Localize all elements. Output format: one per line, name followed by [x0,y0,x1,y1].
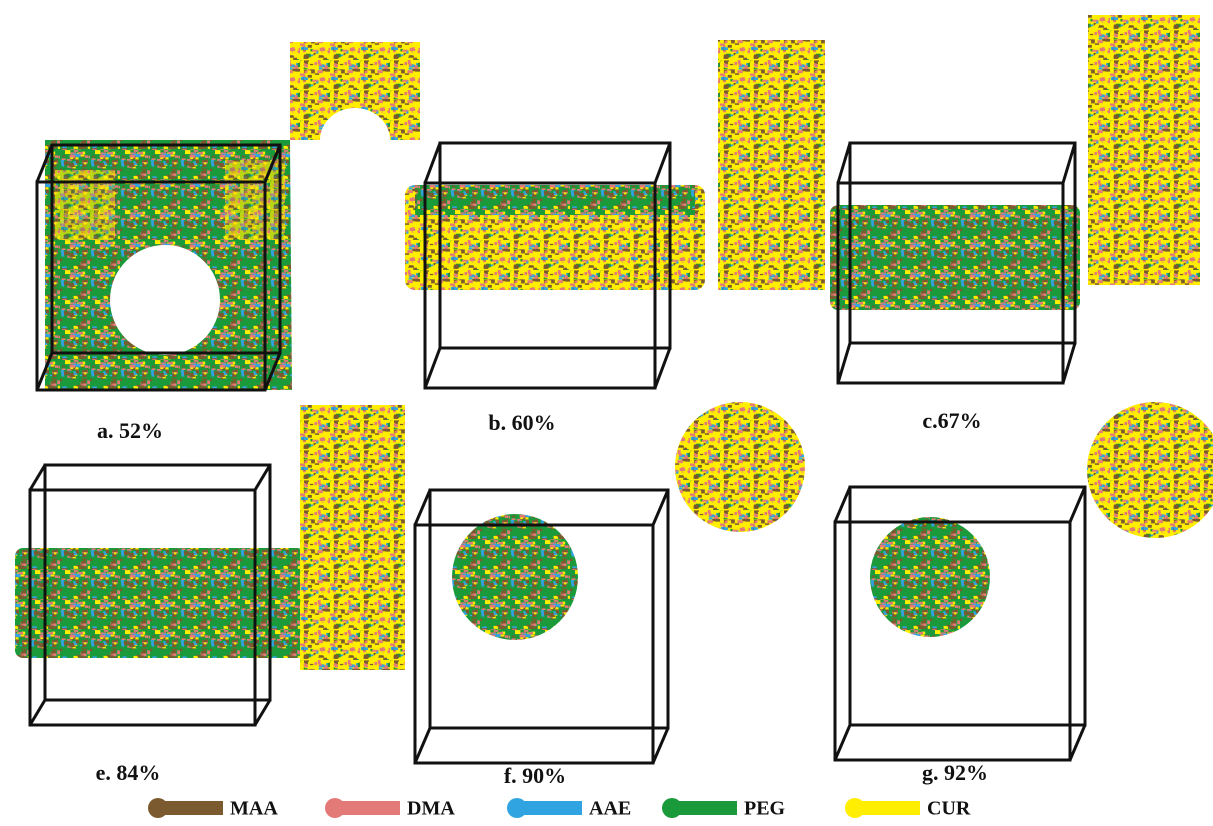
box-back [50,143,282,355]
box-edge [413,489,432,526]
box-edge [253,464,272,491]
box-back [428,488,670,730]
box-edge [1068,724,1087,761]
snapshots [15,15,1213,818]
legend-label: PEG [744,798,786,820]
box-edge [263,352,282,391]
box-back [848,485,1087,727]
legend-label: DMA [407,798,455,820]
micelle [870,517,990,637]
box-edge [836,342,852,384]
panel-label: g. 92% [922,760,988,785]
box-edge [1061,342,1077,384]
box-front [836,181,1065,385]
legend-icon [855,801,920,815]
micelle [452,514,578,640]
slab-side [300,405,405,670]
box-front [35,180,267,392]
box-front [423,181,657,390]
slab [830,205,1080,310]
box-edge [28,699,47,726]
box-edge [35,144,54,183]
box-edge [833,486,852,523]
box-back [848,141,1077,345]
box-edge [651,727,670,764]
box-edge [833,724,852,761]
legend-icon [335,801,400,815]
cur-patch [225,160,285,240]
box-front [833,520,1072,762]
legend-icon [517,801,582,815]
box-front [413,523,655,765]
box-front [28,488,257,727]
panel-label: c.67% [922,408,981,433]
box-edge [263,144,282,183]
panel-label: e. 84% [96,760,161,785]
panel-label: a. 52% [97,418,163,443]
box-edge [35,352,54,391]
legend-label: AAE [589,798,631,820]
legend-icon [158,801,223,815]
legend-icon [672,801,737,815]
panel-label: b. 60% [488,410,555,435]
slab-side [718,40,825,290]
slab-top [415,185,695,215]
box-edge [653,142,672,184]
box-back [438,141,672,350]
legend-label: MAA [230,798,278,820]
box-edge [413,727,432,764]
box-edge [423,347,442,389]
micelle-inset [675,402,805,532]
box-edge [651,489,670,526]
legend-label: CUR [927,798,971,820]
panel-label: f. 90% [504,763,566,788]
box-back [43,463,272,702]
box-edge [1061,142,1077,184]
micelle-inset [1087,402,1213,538]
box-edge [836,142,852,184]
labels: a. 52% b. 60% c.67% e. 84% f. 90% g. 92% MAA DM… [96,408,988,820]
box-edge [653,347,672,389]
box-edge [423,142,442,184]
slab [15,548,305,658]
pore-inset [290,42,420,140]
box-edge [1068,486,1087,523]
box-edge [253,699,272,726]
box-edge [28,464,47,491]
slab-side [1088,15,1200,285]
